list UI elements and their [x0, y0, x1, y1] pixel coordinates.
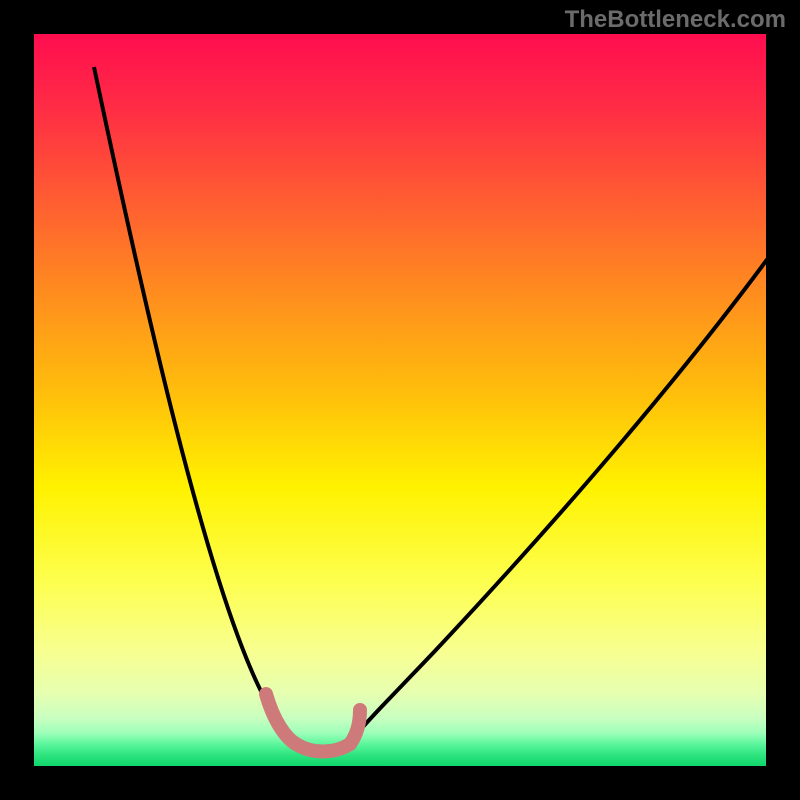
- plot-area: [34, 34, 766, 766]
- curve-layer: [34, 34, 766, 766]
- curve-path: [350, 710, 360, 744]
- curve-path: [296, 744, 350, 752]
- chart-container: TheBottleneck.com: [0, 0, 800, 800]
- curve-path: [94, 67, 302, 744]
- curve-path: [302, 740, 352, 750]
- curve-path: [266, 694, 296, 744]
- curve-path: [352, 214, 766, 740]
- watermark-text: TheBottleneck.com: [565, 6, 786, 34]
